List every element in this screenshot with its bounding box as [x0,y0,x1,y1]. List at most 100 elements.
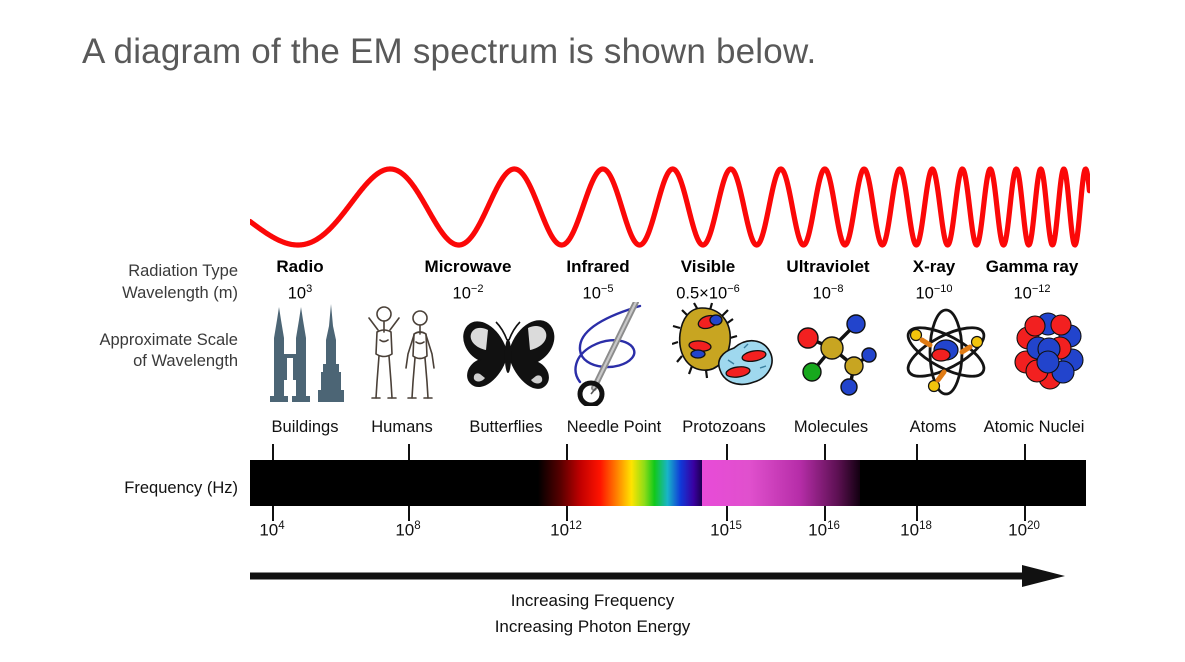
scale-object-label-butterflies: Butterflies [469,418,543,436]
arrow-caption-line2: Increasing Photon Energy [494,617,691,636]
frequency-tick-exponent: 8 [414,520,421,532]
frequency-tick-mark-top [726,444,728,460]
radiation-band-name: Microwave [424,257,512,276]
radiation-band-name: X-ray [912,257,956,276]
increasing-frequency-arrow [250,565,1065,587]
frequency-tick-mark-top [408,444,410,460]
visible-spectrum-segment [538,460,702,506]
wavelength-mantissa: 10 [708,284,728,303]
frequency-bar-container [250,444,1086,521]
frequency-tick-exponent: 4 [278,520,285,532]
protozoan-icon-cell [672,302,782,402]
scale-object-label-atoms: Atoms [909,418,957,436]
radiation-band-visible: Visible 0.5×10−6 [618,256,798,306]
row-label-wavelength: Wavelength (m) [122,284,238,302]
frequency-tick-mark-top [824,444,826,460]
frequency-tick-exponent: 12 [569,520,582,532]
radiation-band-gamma-ray: Gamma ray 10−12 [942,256,1122,306]
frequency-tick-mark-bottom [408,506,410,521]
atomic-nucleus-icon [1014,312,1084,390]
wavelength-mantissa: 10 [582,284,601,303]
frequency-tick-mark-bottom [566,506,568,521]
ultraviolet-segment [702,460,860,506]
frequency-tick-mark-bottom [1024,506,1026,521]
frequency-tick-exponent: 18 [919,520,932,532]
arrow-caption-line1: Increasing Frequency [510,591,675,610]
frequency-tick-mark-top [566,444,568,460]
wavelength-exponent: −12 [1031,283,1051,295]
wavelength-mantissa: 10 [1013,284,1032,303]
wavelength-prefix: 0.5× [676,284,709,303]
frequency-tick-mantissa: 10 [900,520,920,540]
radiation-band-wavelength: 10−2 [378,278,558,306]
needle-point-icon [574,302,642,406]
butterfly-icon [463,320,555,389]
radiation-band-wavelength: 10−5 [508,278,688,306]
frequency-tick-mantissa: 10 [395,520,415,540]
scale-object-label-protozoans: Protozoans [682,418,766,436]
frequency-tick-label: 1020 [964,520,1084,541]
row-label-radiation-type: Radiation Type [128,262,238,280]
wavelength-exponent: 3 [306,283,313,295]
radiation-band-name: Gamma ray [985,257,1079,276]
radiation-band-wavelength: 10−10 [844,278,1024,306]
frequency-tick-mantissa: 10 [1008,520,1028,540]
row-label-approximate-scale: Approximate Scale of Wavelength [0,330,239,372]
buildings-icon [270,304,344,402]
em-wave-graphic [250,166,1090,248]
atom-icon [906,308,986,396]
needle-point-icon-cell [566,302,660,406]
buildings-icon-cell [256,302,352,402]
frequency-tick-mantissa: 10 [550,520,570,540]
protozoan-icon [672,302,773,386]
radiation-band-radio: Radio 103 [210,256,390,306]
scale-object-label-molecules: Molecules [793,418,869,436]
scale-object-label-needle-point: Needle Point [566,418,662,436]
em-spectrum-diagram: Radiation Type Wavelength (m) Approximat… [0,120,1185,660]
radiation-band-wavelength: 103 [210,278,390,306]
molecule-icon-cell [792,302,882,402]
radiation-band-wavelength: 10−12 [942,278,1122,306]
frequency-tick-mantissa: 10 [710,520,730,540]
frequency-tick-mark-bottom [824,506,826,521]
molecule-icon [797,314,877,396]
radiation-band-wavelength: 10−8 [738,278,918,306]
frequency-tick-mantissa: 10 [808,520,828,540]
page-title: A diagram of the EM spectrum is shown be… [82,32,817,71]
frequency-tick-exponent: 16 [827,520,840,532]
frequency-tick-label: 1015 [666,520,786,541]
humans-icon [368,306,435,399]
radiation-band-infrared: Infrared 10−5 [508,256,688,306]
radiation-band-name: Radio [276,257,324,276]
frequency-tick-exponent: 15 [729,520,742,532]
wavelength-mantissa: 10 [452,284,471,303]
wavelength-exponent: −5 [600,283,614,295]
frequency-bar [250,460,1086,506]
frequency-tick-mark-top [272,444,274,460]
radiation-band-name: Ultraviolet [786,257,870,276]
frequency-tick-exponent: 20 [1027,520,1040,532]
butterfly-icon-cell [458,302,558,402]
scale-object-label-buildings: Buildings [271,418,339,436]
row-label-approximate-scale-line2: of Wavelength [133,352,238,370]
wavelength-mantissa: 10 [915,284,934,303]
radiation-band-microwave: Microwave 10−2 [378,256,558,306]
frequency-tick-label: 1018 [856,520,976,541]
row-label-frequency: Frequency (Hz) [124,479,238,497]
wavelength-mantissa: 10 [287,284,307,303]
radiation-band-x-ray: X-ray 10−10 [844,256,1024,306]
radiation-band-wavelength: 0.5×10−6 [618,278,798,306]
wavelength-exponent: −6 [727,283,740,295]
radiation-band-ultraviolet: Ultraviolet 10−8 [738,256,918,306]
frequency-tick-label: 108 [348,520,468,541]
wavelength-mantissa: 10 [812,284,831,303]
row-label-approximate-scale-line1: Approximate Scale [99,331,239,349]
frequency-tick-mark-bottom [726,506,728,521]
atomic-nucleus-icon-cell [1008,302,1094,402]
radiation-band-name: Visible [680,257,736,276]
wavelength-exponent: −8 [830,283,844,295]
scale-object-label-atomic-nuclei: Atomic Nuclei [983,418,1085,436]
wavelength-exponent: −2 [470,283,484,295]
frequency-tick-label: 1016 [764,520,884,541]
